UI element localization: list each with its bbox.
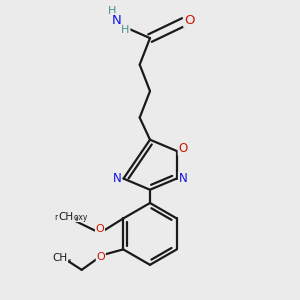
Text: CH: CH	[58, 212, 74, 221]
Text: CH: CH	[52, 254, 68, 263]
Text: N: N	[178, 172, 188, 185]
Text: H: H	[122, 25, 130, 35]
Text: O: O	[97, 252, 105, 262]
Text: ₃: ₃	[75, 214, 78, 223]
Text: O: O	[184, 14, 194, 27]
Text: ₃: ₃	[68, 256, 71, 265]
Text: O: O	[96, 224, 104, 234]
Text: N: N	[111, 14, 121, 27]
Text: methoxy: methoxy	[54, 213, 88, 222]
Text: N: N	[112, 172, 122, 185]
Text: O: O	[178, 142, 188, 155]
Text: H: H	[107, 6, 116, 16]
